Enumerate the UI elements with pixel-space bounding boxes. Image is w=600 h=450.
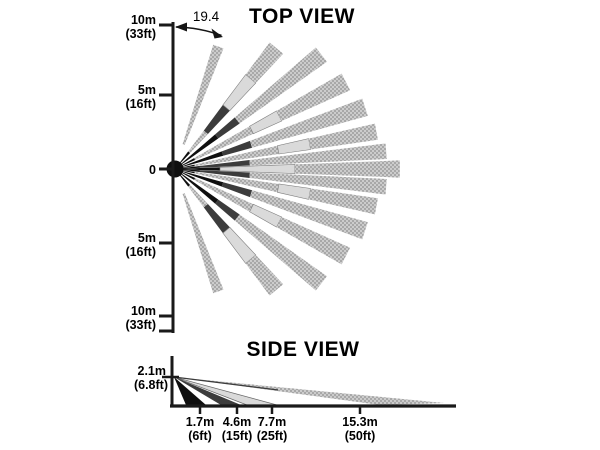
beam-segment [234,47,327,124]
beam-segment [177,151,191,167]
beam-segment [221,140,253,156]
side-view-title: SIDE VIEW [246,338,359,361]
beam-segment [178,134,219,167]
beam-segment [179,167,220,171]
beam-segment [188,185,208,208]
side-beam [174,377,206,405]
beam-segment [178,170,224,187]
beam-segment [194,178,254,212]
ground-tick-label-ft: (15ft) [222,429,253,443]
beam-segment [249,203,283,228]
beam-segment [234,214,327,291]
beam-segment [277,183,311,200]
beam-angle-annotation: 19.4 [175,9,223,39]
side-beam [174,377,444,405]
axis-tick-label-ft: (16ft) [125,245,156,259]
beam-segment [182,44,224,145]
axis-tick-label-m: 10m [131,13,156,27]
beam-segment [188,130,208,153]
side-view: 1.7m(6ft) 4.6m(15ft) 7.7m(25ft) 15.3m(50ft) [162,356,456,443]
beam-segment [199,170,250,178]
ground-tick-label-m: 4.6m [223,415,252,429]
beam-segment [249,98,368,148]
beam-segment [276,73,351,121]
beam-segment [215,117,240,139]
ground-tick-label-m: 15.3m [342,415,377,429]
mount-height-label-m: 2.1m [138,364,167,378]
beam-segment [177,171,191,187]
beam-segment [199,160,250,168]
ground-tick-label-ft: (6ft) [188,429,212,443]
ground-tick-label-m: 1.7m [186,415,215,429]
beam-segment [294,160,400,178]
beam-segment [203,104,230,134]
arc-arrowhead-left [175,22,187,32]
side-beam [174,377,241,405]
beam-segment [277,138,311,155]
beam-segment [215,199,240,221]
beam-segment [276,217,351,265]
axis-tick-label-ft: (16ft) [125,97,156,111]
beam-segment [178,171,219,204]
beam-segment [221,182,253,198]
beam-segment [182,193,224,294]
beam-segment [249,172,387,195]
beam-segment [249,190,368,240]
beam-segment [194,171,279,193]
axis-tick-label-m: 5m [138,83,156,97]
top-view-title: TOP VIEW [249,5,355,28]
top-view-axis: 10m(33ft)5m(16ft)05m(16ft)10m(33ft) [125,13,175,333]
beam-segment [178,151,224,168]
side-beam-top-edge [173,376,279,391]
angle-value-label: 19.4 [193,9,220,24]
axis-tick-label-m: 5m [138,231,156,245]
beam-segment [179,166,200,169]
beam-segment [249,110,283,135]
ground-tick-label-ft: (50ft) [345,429,376,443]
beam-segment [249,143,387,166]
beam-segment [178,170,196,180]
beam-segment [179,169,200,172]
beam-segment [203,204,230,234]
axis-tick-label-ft: (33ft) [125,318,156,332]
beam-segment [245,255,284,296]
axis-tick-label-ft: (33ft) [125,27,156,41]
beam-segment [178,158,196,168]
beam-segment [308,188,378,215]
beam-segment [194,145,279,167]
top-view-beam-fan [166,42,400,296]
beam-segment [245,42,284,83]
sensor-origin [166,160,184,178]
beam-segment [308,123,378,150]
axis-tick-label-m: 0 [149,163,156,177]
ground-tick-label-ft: (25ft) [257,429,288,443]
beam-segment [194,126,254,160]
ground-tick-label-m: 7.7m [258,415,287,429]
axis-tick-label-m: 10m [131,304,156,318]
arc-arrowhead-right [211,28,223,39]
mount-height-label-ft: (6.8ft) [134,378,168,392]
